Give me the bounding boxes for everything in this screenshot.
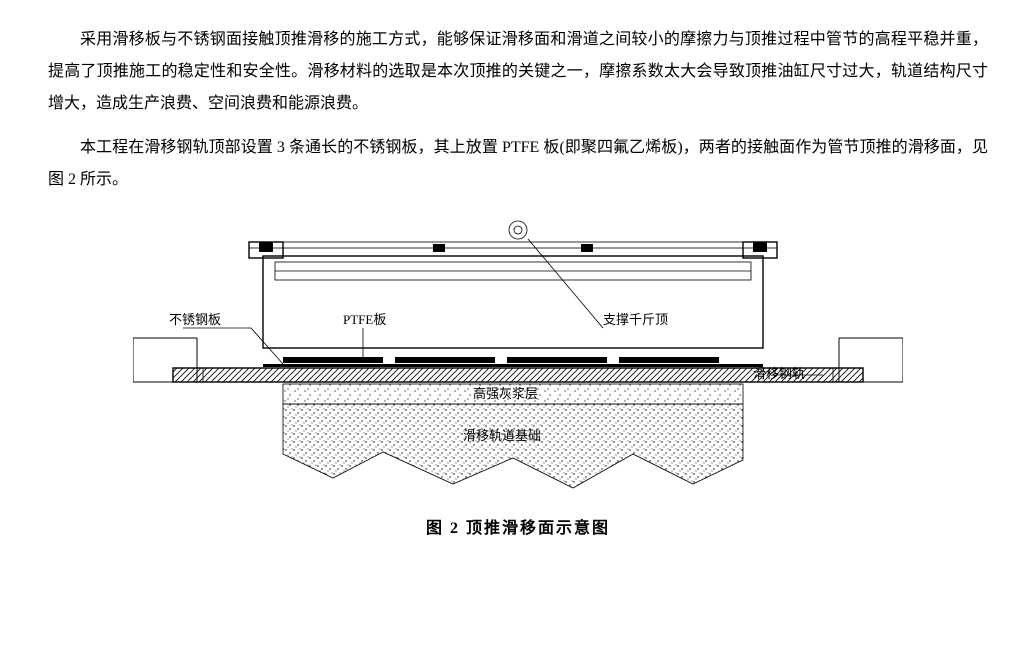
paragraph-2: 本工程在滑移钢轨顶部设置 3 条通长的不锈钢板，其上放置 PTFE 板(即聚四氟…: [48, 132, 988, 196]
label-ptfe: PTFE板: [343, 312, 386, 327]
label-foundation: 滑移轨道基础: [463, 428, 541, 443]
paragraph-1: 采用滑移板与不锈钢面接触顶推滑移的施工方式，能够保证滑移面和滑道之间较小的摩擦力…: [48, 24, 988, 120]
label-grout: 高强灰浆层: [473, 386, 538, 401]
figure-caption: 图 2 顶推滑移面示意图: [133, 514, 903, 538]
label-jack: 支撑千斤顶: [603, 312, 668, 327]
label-rail: 滑移钢轨: [753, 366, 805, 381]
figure-svg: 不锈钢板 PTFE板 支撑千斤顶 滑移钢轨 高强灰浆层 滑移轨道基础: [133, 208, 903, 508]
figure-2: 不锈钢板 PTFE板 支撑千斤顶 滑移钢轨 高强灰浆层 滑移轨道基础 图 2 顶…: [133, 208, 903, 538]
label-stainless: 不锈钢板: [169, 312, 221, 327]
